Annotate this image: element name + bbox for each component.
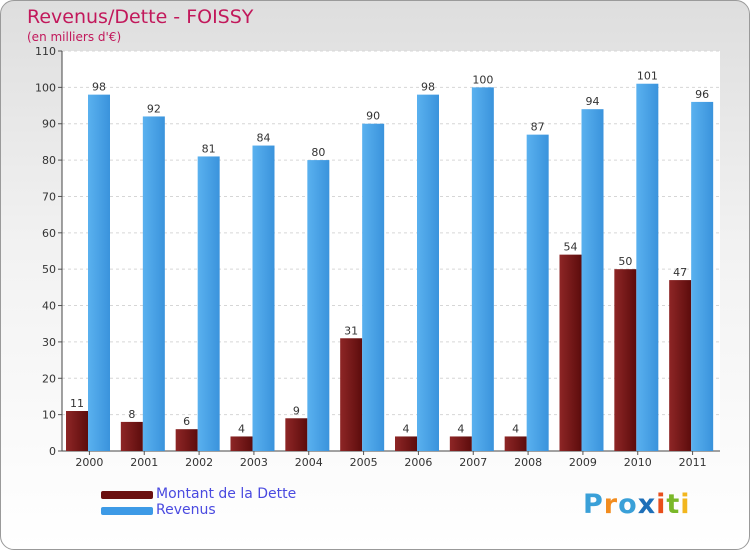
- data-label-dette: 9: [293, 404, 300, 417]
- data-label-revenus: 94: [586, 95, 600, 108]
- bar-revenus: [252, 145, 275, 451]
- data-label-revenus: 81: [202, 142, 216, 155]
- data-label-dette: 4: [512, 422, 519, 435]
- bar-dette: [449, 436, 472, 451]
- data-label-revenus: 84: [257, 132, 271, 145]
- data-label-revenus: 87: [531, 121, 545, 134]
- bar-dette: [66, 411, 88, 451]
- logo-letter: x: [637, 489, 657, 520]
- x-tick-label: 2004: [295, 456, 323, 469]
- bar-dette: [669, 280, 692, 451]
- y-tick-label: 80: [42, 154, 56, 167]
- bar-revenus: [197, 156, 220, 452]
- y-tick-label: 50: [42, 263, 56, 276]
- logo-letter: i: [656, 489, 667, 520]
- plot-area: [62, 51, 720, 451]
- y-tick-label: 110: [35, 45, 56, 58]
- data-label-revenus: 90: [366, 110, 380, 123]
- bar-revenus: [471, 87, 494, 451]
- y-tick-label: 0: [49, 445, 56, 458]
- legend: Montant de la Dette Revenus: [101, 486, 361, 519]
- bar-revenus: [691, 101, 714, 451]
- y-tick-label: 70: [42, 190, 56, 203]
- x-tick-label: 2001: [130, 456, 158, 469]
- data-label-dette: 4: [457, 422, 464, 435]
- bar-dette: [614, 269, 637, 451]
- data-label-revenus: 96: [695, 88, 709, 101]
- bar-dette: [120, 421, 143, 451]
- x-tick-label: 2009: [569, 456, 597, 469]
- data-label-dette: 11: [70, 397, 84, 410]
- x-tick-label: 2011: [679, 456, 707, 469]
- data-label-revenus: 101: [637, 70, 658, 83]
- data-label-dette: 4: [403, 422, 410, 435]
- proxiti-logo: Proxiti: [583, 489, 691, 520]
- y-tick-label: 60: [42, 227, 56, 240]
- bar-dette: [175, 429, 198, 451]
- bar-dette: [230, 436, 253, 451]
- logo-letter: t: [666, 489, 681, 520]
- logo-letter: r: [603, 489, 619, 520]
- x-tick-label: 2007: [459, 456, 487, 469]
- x-tick-label: 2010: [624, 456, 652, 469]
- logo-letter: i: [680, 489, 691, 520]
- bar-dette: [504, 436, 527, 451]
- bar-revenus: [307, 160, 330, 451]
- logo-letter: P: [583, 489, 604, 520]
- legend-item-dette: Montant de la Dette: [101, 486, 361, 503]
- legend-swatch-dette: [101, 491, 153, 499]
- legend-item-revenus: Revenus: [101, 502, 361, 519]
- y-tick-label: 30: [42, 336, 56, 349]
- chart-title: Revenus/Dette - FOISSY: [27, 6, 254, 28]
- data-label-revenus: 100: [472, 73, 493, 86]
- y-tick-label: 10: [42, 409, 56, 422]
- bar-dette: [559, 254, 582, 451]
- data-label-dette: 4: [238, 422, 245, 435]
- x-tick-label: 2006: [404, 456, 432, 469]
- bar-dette: [285, 418, 308, 451]
- data-label-dette: 31: [344, 324, 358, 337]
- bar-dette: [340, 338, 363, 451]
- bar-revenus: [362, 123, 385, 452]
- x-tick-label: 2003: [240, 456, 268, 469]
- data-label-dette: 6: [183, 415, 190, 428]
- y-tick-label: 20: [42, 372, 56, 385]
- bar-revenus: [142, 116, 165, 452]
- x-tick-label: 2008: [514, 456, 542, 469]
- chart-subtitle: (en milliers d'€): [27, 30, 122, 44]
- legend-label-dette: Montant de la Dette: [156, 486, 297, 502]
- y-tick-label: 90: [42, 118, 56, 131]
- bar-revenus: [88, 94, 110, 452]
- bar-revenus: [581, 109, 604, 451]
- bar-revenus: [417, 94, 439, 452]
- bar-revenus: [526, 134, 549, 452]
- legend-swatch-revenus: [101, 507, 153, 515]
- x-tick-label: 2005: [350, 456, 378, 469]
- data-label-dette: 50: [618, 255, 632, 268]
- data-label-dette: 54: [564, 241, 578, 254]
- data-label-revenus: 80: [311, 146, 325, 159]
- x-tick-label: 2000: [75, 456, 103, 469]
- y-tick-label: 100: [35, 81, 56, 94]
- data-label-revenus: 98: [421, 81, 435, 94]
- x-tick-label: 2002: [185, 456, 213, 469]
- y-tick-label: 40: [42, 300, 56, 313]
- data-label-dette: 8: [128, 408, 135, 421]
- bar-revenus: [636, 83, 659, 452]
- bar-dette: [395, 436, 417, 451]
- data-label-revenus: 98: [92, 81, 106, 94]
- data-label-dette: 47: [673, 266, 687, 279]
- legend-label-revenus: Revenus: [156, 502, 216, 518]
- data-label-revenus: 92: [147, 102, 161, 115]
- logo-letter: o: [618, 489, 638, 520]
